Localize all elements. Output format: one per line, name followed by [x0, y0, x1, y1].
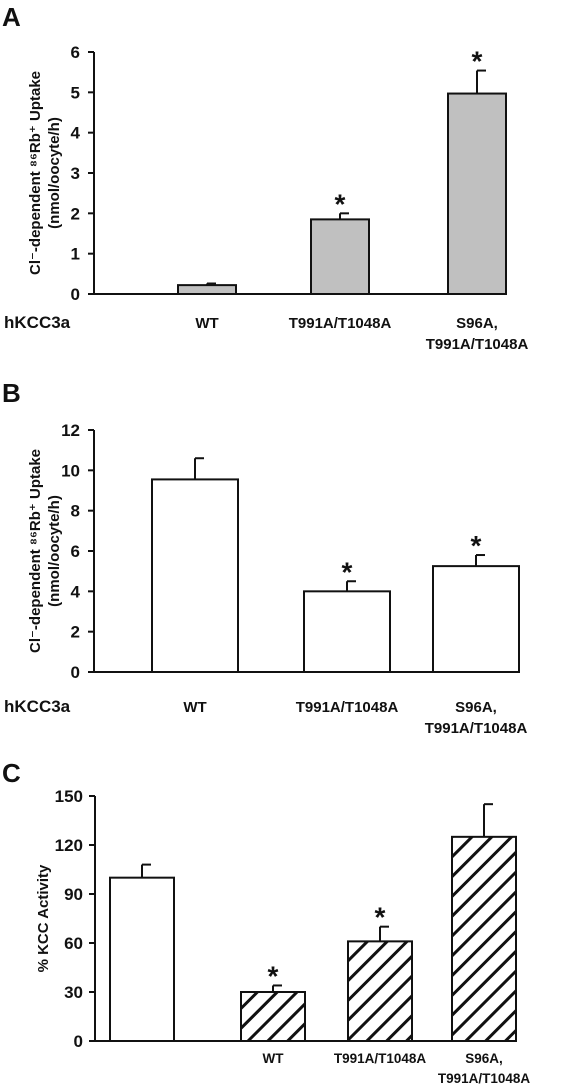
y-tick-label: 0 — [71, 663, 80, 682]
y-axis-label-line: Cl⁻-dependent ⁸⁶Rb⁺ Uptake — [27, 71, 44, 275]
category-label: WT — [183, 699, 206, 716]
y-tick-label: 30 — [64, 983, 83, 1002]
panel-c: C 0 30 60 90 120 150 % KCC Activity * WT * T991A/T1… — [2, 758, 530, 1086]
y-tick-label: 150 — [55, 787, 83, 806]
y-tick-label: 120 — [55, 836, 83, 855]
y-axis-label-line: % KCC Activity — [35, 864, 52, 972]
y-tick-label: 6 — [71, 43, 80, 62]
y-tick-label: 10 — [61, 461, 80, 480]
bar — [451, 835, 517, 1042]
y-axis-label-line: (nmol/oocyte/h) — [46, 117, 63, 229]
category-label: WT — [263, 1051, 285, 1066]
panel-letter: C — [2, 758, 21, 788]
y-tick-label: 4 — [71, 124, 81, 143]
category-label: S96A, T991A/T1048A — [426, 315, 529, 353]
y-tick-label: 8 — [71, 502, 80, 521]
category-label-line: WT — [195, 315, 218, 332]
category-label-line: T991A/T1048A — [438, 1071, 531, 1086]
category-label-line: T991A/T1048A — [334, 1051, 427, 1066]
bar — [447, 92, 507, 295]
series-label: hKCC3a — [4, 313, 71, 332]
y-axis-label: Cl⁻-dependent ⁸⁶Rb⁺ Uptake (nmol/oocyte/h… — [27, 71, 63, 275]
y-axis-label-line: (nmol/oocyte/h) — [46, 495, 63, 607]
category-label-line: T991A/T1048A — [426, 336, 529, 353]
category-label-line: S96A, — [465, 1051, 503, 1066]
category-label-line: WT — [263, 1051, 285, 1066]
bar — [177, 284, 237, 296]
panel-letter: B — [2, 378, 21, 408]
bar — [151, 478, 239, 673]
significance-marker: * — [335, 188, 346, 219]
y-tick-label: 90 — [64, 885, 83, 904]
bar — [109, 876, 175, 1043]
y-tick-label: 2 — [71, 204, 80, 223]
bar — [310, 218, 370, 295]
significance-marker: * — [472, 46, 483, 77]
panel-a: A 0 1 2 3 4 5 6 Cl⁻-dependent ⁸⁶Rb⁺ Uptake (nmol/… — [2, 2, 528, 353]
category-label-line: S96A, — [456, 315, 498, 332]
y-tick-label: 4 — [71, 582, 81, 601]
significance-marker: * — [471, 530, 482, 561]
y-tick-label: 1 — [71, 245, 80, 264]
category-label: S96A, T991A/T1048A — [425, 699, 528, 737]
category-label: WT — [195, 315, 218, 332]
y-tick-label: 3 — [71, 164, 80, 183]
panel-b: B 0 2 4 6 8 10 12 Cl⁻-dependent ⁸⁶Rb⁺ Uptake (nmo… — [2, 378, 527, 737]
category-label: S96A, T991A/T1048A — [438, 1051, 531, 1086]
y-tick-label: 0 — [74, 1032, 83, 1051]
category-label-line: T991A/T1048A — [425, 720, 528, 737]
significance-marker: * — [342, 556, 353, 587]
y-tick-label: 0 — [71, 285, 80, 304]
category-label: T991A/T1048A — [289, 315, 392, 332]
category-label-line: T991A/T1048A — [289, 315, 392, 332]
bar — [432, 565, 520, 673]
significance-marker: * — [375, 902, 386, 933]
y-tick-label: 60 — [64, 934, 83, 953]
category-label-line: T991A/T1048A — [296, 699, 399, 716]
bar — [303, 590, 391, 673]
bar — [347, 940, 413, 1042]
y-axis-label-line: Cl⁻-dependent ⁸⁶Rb⁺ Uptake — [27, 449, 44, 653]
significance-marker: * — [268, 960, 279, 991]
panel-letter: A — [2, 2, 21, 32]
bar — [240, 991, 306, 1042]
series-label: hKCC3a — [4, 697, 71, 716]
y-axis-label: Cl⁻-dependent ⁸⁶Rb⁺ Uptake (nmol/oocyte/h… — [27, 449, 63, 653]
category-label-line: S96A, — [455, 699, 497, 716]
y-tick-label: 2 — [71, 623, 80, 642]
y-tick-label: 5 — [71, 83, 80, 102]
y-tick-label: 6 — [71, 542, 80, 561]
y-axis-label: % KCC Activity — [35, 864, 52, 972]
category-label-line: WT — [183, 699, 206, 716]
y-tick-label: 12 — [61, 421, 80, 440]
category-label: T991A/T1048A — [296, 699, 399, 716]
category-label: T991A/T1048A — [334, 1051, 427, 1066]
